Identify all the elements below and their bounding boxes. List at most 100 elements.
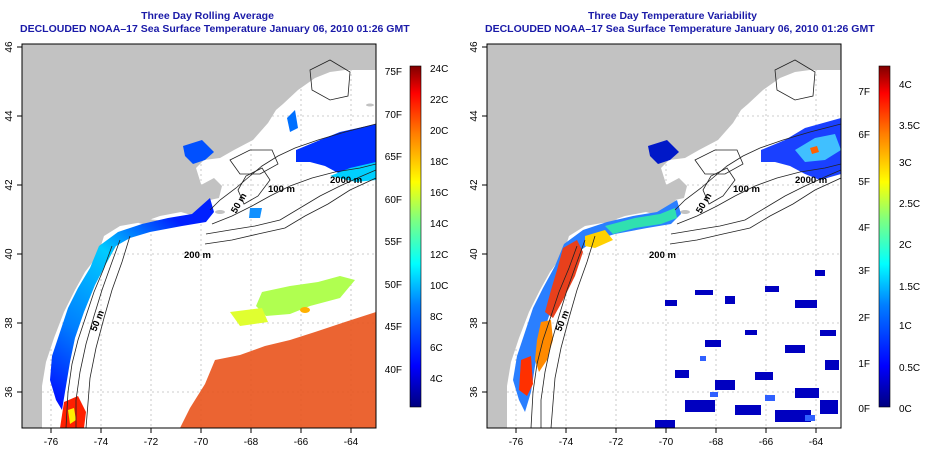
left-sable-island: [366, 103, 374, 107]
colorbar-f-label: 50F: [385, 280, 402, 291]
colorbar-c-label: 24C: [430, 64, 448, 75]
colorbar-f-label: 60F: [385, 195, 402, 206]
left-land: [22, 44, 376, 428]
colorbar-f-label: 5F: [858, 177, 870, 188]
right-hotspot: [535, 320, 553, 372]
right-bathymetry: [530, 59, 841, 428]
x-tick-label: -70: [194, 437, 209, 448]
right-contour-label: 100 m: [733, 184, 760, 195]
x-tick-label: -68: [244, 437, 259, 448]
x-tick-label: -64: [809, 437, 824, 448]
x-tick-label: -72: [609, 437, 624, 448]
colorbar-f-label: 65F: [385, 152, 402, 163]
colorbar-c-label: 8C: [430, 312, 443, 323]
left-warm-spot: [300, 307, 310, 313]
colorbar-f-label: 4F: [858, 223, 870, 234]
right-title: Three Day Temperature Variability: [587, 10, 758, 22]
left-colorbar: [409, 65, 422, 408]
colorbar-c-label: 16C: [430, 188, 448, 199]
y-tick-label: 44: [469, 110, 480, 122]
right-subtitle: DECLOUDED NOAA–17 Sea Surface Temperatur…: [485, 23, 875, 35]
right-contour-label: 200 m: [649, 250, 676, 261]
colorbar-c-label: 2C: [899, 240, 912, 251]
left-capecod-land: [201, 178, 222, 200]
colorbar-f-label: 0F: [858, 404, 870, 415]
left-title: Three Day Rolling Average: [141, 10, 274, 22]
y-tick-label: 46: [469, 41, 480, 53]
colorbar-c-label: 4C: [430, 374, 443, 385]
left-gulfmaine-sst: [183, 140, 214, 164]
right-hotspot: [519, 356, 533, 396]
left-scotian-sst: [296, 124, 376, 180]
y-tick-label: 44: [4, 110, 15, 122]
x-tick-label: -64: [344, 437, 359, 448]
y-tick-label: 42: [4, 179, 15, 191]
x-tick-label: -66: [759, 437, 774, 448]
colorbar-c-label: 1C: [899, 321, 912, 332]
left-coastal-sst: [50, 198, 214, 410]
colorbar-f-label: 55F: [385, 237, 402, 248]
colorbar-c-label: 0.5C: [899, 363, 920, 374]
colorbar-c-label: 14C: [430, 219, 448, 230]
colorbar-c-label: 20C: [430, 126, 448, 137]
y-tick-label: 36: [469, 386, 480, 398]
colorbar-c-label: 2.5C: [899, 199, 920, 210]
y-tick-label: 40: [469, 248, 480, 260]
colorbar-c-label: 0C: [899, 404, 912, 415]
colorbar-c-label: 1.5C: [899, 282, 920, 293]
colorbar-f-label: 70F: [385, 110, 402, 121]
left-map-frame: [21, 43, 377, 429]
left-contour-label: 100 m: [268, 184, 295, 195]
x-tick-label: -70: [659, 437, 674, 448]
right-map-frame: [486, 43, 842, 429]
x-tick-label: -76: [509, 437, 524, 448]
right-scotian-var-hot: [810, 146, 819, 154]
right-capecod-land: [666, 178, 687, 200]
colorbar-f-label: 75F: [385, 67, 402, 78]
left-contour-label: 2000 m: [330, 175, 362, 186]
x-tick-label: -66: [294, 437, 309, 448]
left-cluster: [256, 276, 355, 316]
colorbar-c-label: 10C: [430, 281, 448, 292]
left-cluster: [230, 308, 268, 326]
colorbar-f-label: 3F: [858, 266, 870, 277]
colorbar-c-label: 12C: [430, 250, 448, 261]
colorbar-f-label: 1F: [858, 359, 870, 370]
colorbar-f-label: 6F: [858, 130, 870, 141]
colorbar-f-label: 2F: [858, 313, 870, 324]
colorbar-f-label: 7F: [858, 87, 870, 98]
right-gulfmaine-var: [648, 140, 679, 164]
colorbar-c-label: 18C: [430, 157, 448, 168]
y-tick-label: 36: [4, 386, 15, 398]
left-subtitle: DECLOUDED NOAA–17 Sea Surface Temperatur…: [20, 23, 410, 35]
right-offshore-patches: [700, 356, 815, 421]
x-tick-label: -76: [44, 437, 59, 448]
left-nearshore-sst: [249, 208, 262, 218]
left-warm-plume: [68, 408, 76, 424]
y-tick-label: 38: [4, 317, 15, 329]
right-colorbar: [878, 65, 891, 408]
right-panel: Three Day Temperature Variability DECLOU…: [465, 0, 950, 475]
right-hotspot: [585, 230, 613, 248]
right-contour-label: 2000 m: [795, 175, 827, 186]
y-tick-label: 40: [4, 248, 15, 260]
colorbar-f-label: 45F: [385, 322, 402, 333]
right-scotian-var-hi: [795, 134, 841, 162]
left-bay-fundy-sst: [287, 110, 298, 132]
x-tick-label: -74: [559, 437, 574, 448]
colorbar-c-label: 22C: [430, 95, 448, 106]
right-midband: [605, 208, 677, 234]
left-contour-label: 200 m: [184, 250, 211, 261]
right-offshore-patches: [655, 270, 839, 428]
colorbar-c-label: 3.5C: [899, 121, 920, 132]
y-tick-label: 42: [469, 179, 480, 191]
right-map-svg: 100 m 50 m 2000 m 200 m 50 m -76 -74 -72…: [469, 41, 920, 448]
left-gulfstream-sst: [180, 312, 376, 428]
left-island: [215, 210, 225, 214]
x-tick-label: -74: [94, 437, 109, 448]
colorbar-c-label: 4C: [899, 80, 912, 91]
x-tick-label: -68: [709, 437, 724, 448]
right-land: [487, 44, 841, 428]
y-tick-label: 38: [469, 317, 480, 329]
left-bathymetry: [65, 59, 376, 428]
